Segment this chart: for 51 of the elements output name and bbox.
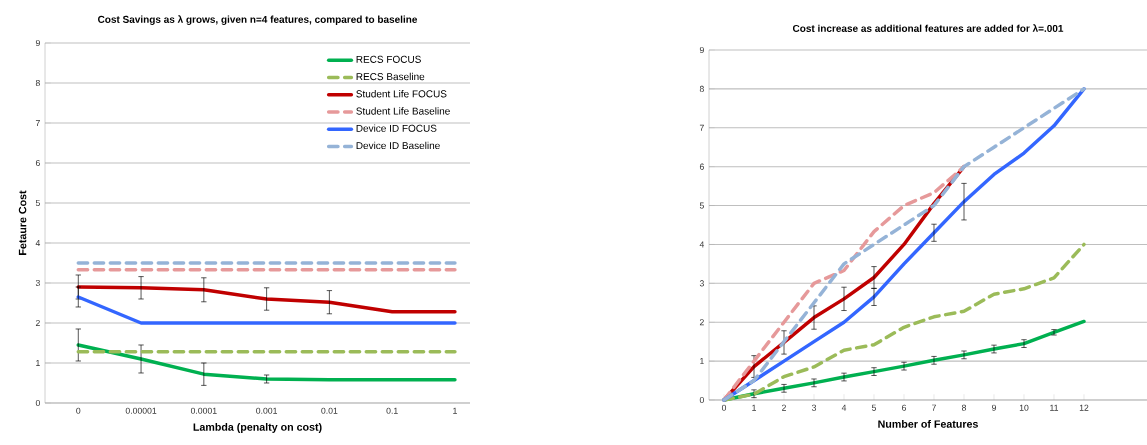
y-tick-label: 5 (699, 202, 704, 209)
line-series (76, 285, 457, 314)
x-tick-label: 10 (1019, 404, 1029, 411)
legend-label: RECS FOCUS (356, 55, 421, 63)
x-tick-label: 8 (961, 404, 967, 411)
legend-label: Student Life FOCUS (356, 90, 447, 98)
y-tick-label: 7 (699, 124, 704, 131)
y-tick-label: 0 (699, 396, 704, 404)
legend-label: RECS Baseline (356, 72, 425, 81)
y-tick-label: 4 (699, 241, 705, 248)
x-tick-label: 2 (782, 404, 786, 411)
y-tick-label: 3 (699, 280, 704, 287)
x-tick-label: 5 (871, 404, 877, 411)
y-tick-label: 9 (35, 39, 40, 47)
y-tick-label: 5 (35, 199, 40, 207)
y-tick-label: 8 (699, 85, 704, 92)
x-tick-label: 11 (1050, 404, 1059, 411)
legend-label: Device ID Baseline (356, 141, 440, 150)
chart-title: Cost increase as additional features are added for λ=.001 (792, 24, 1064, 32)
y-tick-label: 6 (35, 159, 40, 167)
y-tick-label: 2 (699, 319, 704, 326)
y-axis-title: Fetaure Cost (18, 190, 27, 255)
x-tick-label: 0.01 (321, 407, 338, 414)
x-tick-label: 0.001 (256, 407, 278, 414)
y-tick-label: 4 (35, 240, 41, 246)
x-axis-title: Number of Features (878, 419, 978, 428)
y-tick-label: 3 (35, 279, 40, 287)
y-tick-label: 7 (35, 120, 40, 126)
x-tick-label: 0 (76, 407, 81, 414)
x-axis-title: Lambda (penalty on cost) (193, 422, 322, 433)
x-tick-label: 6 (902, 404, 907, 411)
x-tick-label: 3 (811, 404, 817, 411)
y-tick-label: 6 (699, 163, 704, 170)
y-tick-label: 9 (699, 46, 704, 54)
legend-label: Student Life Baseline (356, 107, 450, 115)
x-tick-label: 9 (991, 404, 996, 411)
chart-title: Cost Savings as λ grows, given n=4 features, compared to baseline (98, 15, 418, 25)
x-tick-label: 0.0001 (190, 407, 217, 414)
x-tick-label: 1 (752, 404, 756, 411)
x-tick-label: 0.1 (386, 407, 398, 414)
x-tick-label: 4 (841, 404, 847, 411)
y-tick-label: 1 (36, 360, 40, 366)
y-tick-label: 2 (35, 319, 40, 327)
x-tick-label: 0.00001 (125, 407, 157, 414)
y-tick-label: 1 (700, 358, 704, 365)
x-tick-label: 12 (1079, 404, 1089, 411)
x-tick-label: 1 (453, 407, 457, 414)
x-tick-label: 0 (721, 404, 727, 411)
legend-label: Device ID FOCUS (356, 124, 437, 132)
x-tick-label: 7 (932, 404, 936, 411)
y-tick-label: 8 (35, 79, 40, 87)
